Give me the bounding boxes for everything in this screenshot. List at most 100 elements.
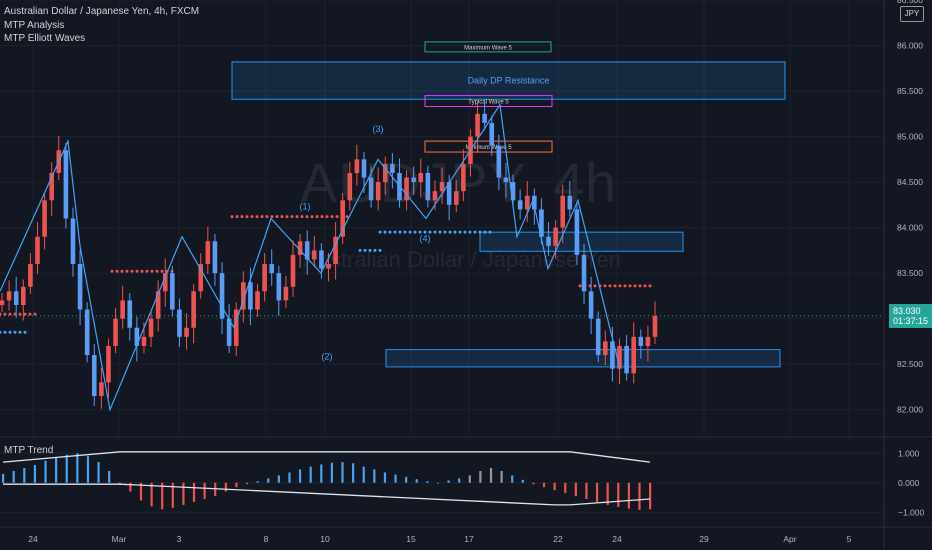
candle-body (113, 318, 118, 346)
oscillator-bar (564, 482, 567, 494)
dp-level-dot (310, 215, 314, 219)
candle-body (411, 177, 416, 183)
candle-body (269, 264, 275, 274)
price-zone (424, 41, 552, 53)
candle-body (283, 286, 289, 301)
time-tick-label: 22 (553, 534, 563, 544)
candle-body (304, 241, 310, 260)
dp-level-dot (250, 215, 254, 219)
oscillator-bar (341, 462, 344, 483)
dp-level-dot (315, 215, 319, 219)
dp-level-dot (330, 215, 334, 219)
candle-body (532, 195, 537, 210)
candle-body (191, 291, 196, 328)
dp-level-dot (18, 312, 22, 316)
dp-level-dot (603, 284, 607, 288)
candle-body (333, 236, 338, 265)
candle-body (20, 286, 26, 305)
candle-body (567, 195, 573, 210)
candle-body (127, 300, 133, 328)
candle-body (560, 195, 566, 228)
dp-level-dot (613, 284, 617, 288)
oscillator-bar (108, 470, 111, 483)
currency-button[interactable]: JPY (900, 6, 924, 22)
dp-level-dot (608, 284, 612, 288)
price-zone (479, 231, 684, 252)
dp-level-dots (0, 215, 652, 334)
oscillator-bar (256, 481, 259, 483)
oscillator-bar (224, 482, 227, 492)
dp-level-dot (3, 330, 7, 334)
price-tick-label: 84.000 (897, 223, 923, 233)
candle-body (482, 113, 487, 123)
time-tick-label: 5 (847, 534, 852, 544)
candle-body (162, 273, 168, 292)
candle-body (212, 241, 218, 274)
time-tick-label: 29 (699, 534, 709, 544)
candle-body (368, 177, 374, 201)
dp-level-dot (115, 269, 119, 273)
symbol-legend[interactable]: Australian Dollar / Japanese Yen, 4h, FX… (4, 6, 200, 17)
candle-body (645, 336, 651, 346)
oscillator-bar (171, 482, 174, 508)
candle-body (475, 113, 480, 137)
candle-body (6, 291, 12, 301)
indicator-legend-analysis[interactable]: MTP Analysis (4, 20, 65, 31)
oscillator-lower-band (3, 483, 651, 506)
candle-body (446, 182, 452, 205)
candle-body (0, 300, 5, 305)
dp-level-dot (320, 215, 324, 219)
oscillator-bar (309, 466, 312, 483)
oscillator-bar (553, 482, 556, 491)
dp-level-dot (408, 230, 412, 234)
oscillator-bar (330, 462, 334, 483)
dp-level-dot (458, 230, 462, 234)
price-tick-label: 86.000 (897, 41, 923, 51)
candle-body (290, 254, 296, 287)
time-tick-label: 10 (320, 534, 330, 544)
oscillator-bar (33, 465, 37, 483)
dp-level-dot (270, 215, 274, 219)
dp-level-dot (393, 230, 397, 234)
oscillator-bar (362, 466, 365, 483)
dp-level-dot (335, 215, 339, 219)
dp-level-dot (295, 215, 299, 219)
oscillator-bar (500, 470, 503, 483)
dp-level-dot (150, 269, 154, 273)
candle-body (155, 291, 161, 319)
candle-body (588, 291, 594, 319)
oscillator-legend[interactable]: MTP Trend (4, 445, 54, 456)
oscillator-bar (436, 482, 440, 484)
candle-body (517, 200, 523, 210)
time-tick-label: Apr (783, 534, 796, 544)
dp-level-dot (300, 215, 304, 219)
oscillator-bar (97, 462, 100, 483)
dp-level-dot (578, 284, 582, 288)
dp-level-dot (28, 312, 32, 316)
candle-body (255, 291, 260, 310)
candle-body (453, 191, 459, 205)
candle-body (524, 195, 530, 210)
oscillator-bar (277, 475, 280, 483)
candle-body (241, 282, 246, 310)
candle-body (382, 163, 388, 183)
dp-level-dot (623, 284, 627, 288)
dp-level-dot (325, 215, 329, 219)
oscillator-bar (44, 460, 47, 483)
candle-body (106, 345, 111, 383)
dp-level-dot (488, 230, 492, 234)
dp-level-dot (23, 330, 27, 334)
price-zone (231, 61, 786, 100)
indicator-legend-elliott[interactable]: MTP Elliott Waves (4, 33, 86, 44)
candle-body (631, 336, 637, 374)
trend-oscillator (2, 451, 652, 510)
candle-body (390, 163, 395, 173)
dp-level-dot (618, 284, 622, 288)
candle-body (361, 159, 367, 178)
dp-level-dot (403, 230, 407, 234)
dp-level-dot (23, 312, 27, 316)
candle-body (141, 336, 147, 346)
dp-level-dot (265, 215, 269, 219)
